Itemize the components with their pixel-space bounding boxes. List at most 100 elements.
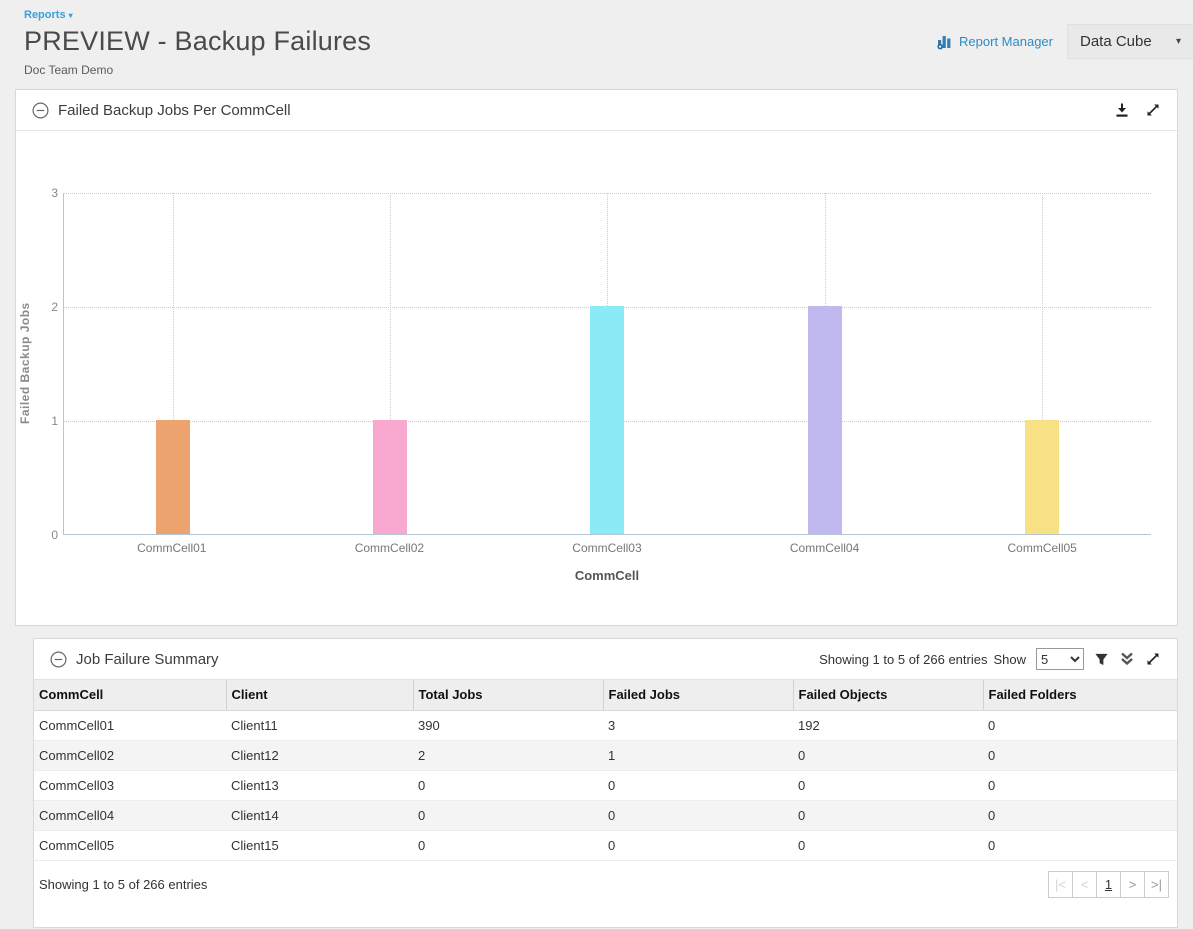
page-size-select[interactable]: 5 xyxy=(1036,648,1084,670)
cell: CommCell02 xyxy=(34,740,226,771)
cell: CommCell05 xyxy=(34,830,226,861)
filter-icon[interactable] xyxy=(1094,652,1109,667)
bar-slots xyxy=(64,193,1151,534)
cell: 2 xyxy=(413,740,603,771)
column-header-total-jobs[interactable]: Total Jobs xyxy=(412,680,603,711)
chevron-down-icon: ▾ xyxy=(1175,36,1181,47)
next-page-button[interactable]: > xyxy=(1120,870,1145,898)
cell: 0 xyxy=(603,800,793,831)
cell: 0 xyxy=(983,770,1177,801)
x-tick-label: CommCell01 xyxy=(137,541,207,555)
first-page-button[interactable]: |< xyxy=(1048,870,1073,898)
cell: Client15 xyxy=(226,830,413,861)
collapse-icon[interactable] xyxy=(32,101,49,119)
bar[interactable] xyxy=(155,420,190,534)
expand-icon[interactable] xyxy=(1145,651,1161,667)
cell: Client11 xyxy=(226,710,413,741)
bar-chart-gear-icon xyxy=(936,34,953,50)
bar[interactable] xyxy=(590,306,625,534)
column-header-commcell[interactable]: CommCell xyxy=(34,680,226,711)
cell: 0 xyxy=(983,740,1177,771)
download-icon[interactable] xyxy=(1114,102,1130,118)
data-cube-button[interactable]: Data Cube ▾ xyxy=(1067,24,1193,59)
last-page-button[interactable]: >| xyxy=(1144,870,1169,898)
table-row[interactable]: CommCell02 Client12 2 1 0 0 xyxy=(34,740,1177,771)
column-header-failed-folders[interactable]: Failed Folders xyxy=(982,680,1177,711)
cell: CommCell04 xyxy=(34,800,226,831)
table-controls: Showing 1 to 5 of 266 entries Show 5 xyxy=(819,648,1161,670)
pagination: |< < 1 > >| xyxy=(1048,870,1169,898)
cell: 0 xyxy=(413,770,603,801)
prev-page-button[interactable]: < xyxy=(1072,870,1097,898)
report-manager-label: Report Manager xyxy=(959,34,1053,49)
x-tick-label: CommCell04 xyxy=(789,541,860,555)
column-header-failed-objects[interactable]: Failed Objects xyxy=(792,680,983,711)
cell: 0 xyxy=(413,830,603,861)
chart-panel-title: Failed Backup Jobs Per CommCell xyxy=(58,101,291,119)
expand-icon[interactable] xyxy=(1145,102,1161,118)
cell: Client13 xyxy=(226,770,413,801)
cell: 0 xyxy=(793,740,983,771)
report-manager-link[interactable]: Report Manager xyxy=(936,34,1053,50)
y-tick-label: 3 xyxy=(51,186,58,200)
gridline xyxy=(64,193,1151,194)
footer-showing-text: Showing 1 to 5 of 266 entries xyxy=(39,876,208,892)
table-row[interactable]: CommCell05 Client15 0 0 0 0 xyxy=(34,830,1177,861)
table-row[interactable]: CommCell03 Client13 0 0 0 0 xyxy=(34,770,1177,801)
x-tick-label: CommCell02 xyxy=(354,541,425,555)
showing-entries-text: Showing 1 to 5 of 266 entries xyxy=(819,651,988,667)
table-footer: Showing 1 to 5 of 266 entries |< < 1 > >… xyxy=(34,861,1177,898)
x-axis-title: CommCell xyxy=(574,568,640,583)
page-title: PREVIEW - Backup Failures xyxy=(24,26,372,56)
plot-area: Failed Backup Jobs 3 2 1 0 xyxy=(18,186,1151,542)
table-header-row: CommCell Client Total Jobs Failed Jobs F… xyxy=(34,680,1177,711)
page-header: Reports ▾ PREVIEW - Backup Failures Doc T… xyxy=(0,0,1193,77)
x-tick-labels: CommCell01 CommCell02 CommCell03 CommCel… xyxy=(63,541,1151,555)
bar-slot xyxy=(934,193,1151,534)
breadcrumb-label: Reports xyxy=(24,9,66,21)
double-chevron-down-icon[interactable] xyxy=(1119,651,1135,667)
cell: 0 xyxy=(413,800,603,831)
chart-panel-header: Failed Backup Jobs Per CommCell xyxy=(16,90,1177,131)
y-tick-label: 1 xyxy=(51,414,58,428)
cell: 1 xyxy=(603,740,793,771)
table-row[interactable]: CommCell04 Client14 0 0 0 0 xyxy=(34,800,1177,831)
data-cube-label: Data Cube xyxy=(1080,33,1152,50)
cell: 192 xyxy=(793,710,983,741)
collapse-icon[interactable] xyxy=(50,650,67,668)
bar[interactable] xyxy=(807,306,842,534)
page-subtitle: Doc Team Demo xyxy=(24,63,114,77)
cell: 0 xyxy=(793,770,983,801)
cell: Client12 xyxy=(226,740,413,771)
bar-chart: Failed Backup Jobs 3 2 1 0 CommCell01 Co… xyxy=(16,131,1177,583)
cell: 0 xyxy=(793,830,983,861)
job-failure-table: CommCell Client Total Jobs Failed Jobs F… xyxy=(34,680,1177,861)
cell: 0 xyxy=(983,830,1177,861)
cell: 0 xyxy=(793,800,983,831)
y-axis-title: Failed Backup Jobs xyxy=(18,302,32,425)
bar-slot xyxy=(499,193,716,534)
bar-slot xyxy=(716,193,933,534)
cell: CommCell03 xyxy=(34,770,226,801)
breadcrumb[interactable]: Reports ▾ xyxy=(24,9,73,21)
bar[interactable] xyxy=(373,420,408,534)
x-tick-label: CommCell05 xyxy=(1007,541,1077,555)
cell: 0 xyxy=(603,770,793,801)
cell: 3 xyxy=(603,710,793,741)
cell: 0 xyxy=(983,710,1177,741)
table-row[interactable]: CommCell01 Client11 390 3 192 0 xyxy=(34,710,1177,741)
column-header-failed-jobs[interactable]: Failed Jobs xyxy=(602,680,793,711)
table-panel-title: Job Failure Summary xyxy=(76,650,219,668)
bar[interactable] xyxy=(1025,420,1060,534)
show-label: Show xyxy=(993,651,1026,667)
cell: 390 xyxy=(413,710,603,741)
current-page-button[interactable]: 1 xyxy=(1096,870,1121,898)
table-panel-header: Job Failure Summary Showing 1 to 5 of 26… xyxy=(34,639,1177,680)
y-tick-label: 2 xyxy=(51,300,58,314)
header-actions: Report Manager Data Cube ▾ xyxy=(936,24,1193,59)
chevron-down-icon: ▾ xyxy=(68,10,73,20)
bar-slot xyxy=(281,193,498,534)
cell: CommCell01 xyxy=(34,710,226,741)
column-header-client[interactable]: Client xyxy=(225,680,413,711)
cell: 0 xyxy=(603,830,793,861)
